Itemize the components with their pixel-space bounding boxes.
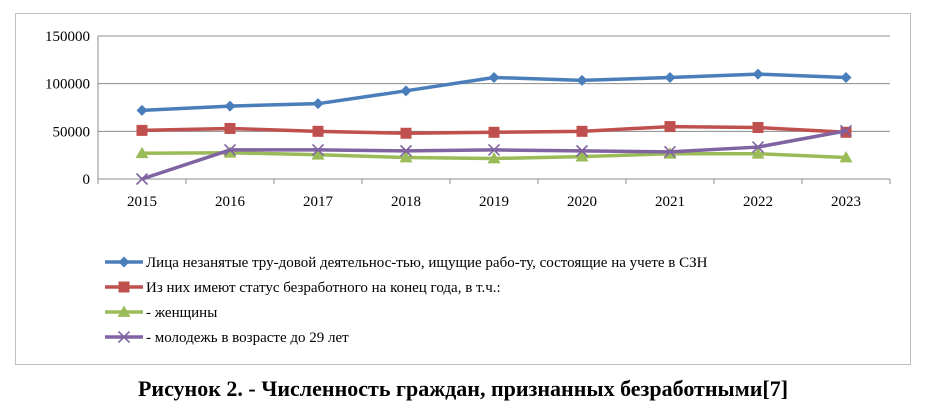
legend-entry-1: Лица незанятые тру-довой деятельнос-тью,… (105, 255, 708, 271)
data-point (752, 68, 764, 80)
data-point (399, 144, 413, 157)
y-tick-label: 150000 (45, 29, 90, 45)
x-tick-label: 2017 (303, 194, 334, 210)
x-stroke (663, 145, 677, 158)
data-point (839, 124, 853, 137)
data-point (575, 150, 589, 162)
y-tick-label: 0 (83, 172, 91, 188)
data-point (135, 146, 149, 159)
data-point (312, 125, 324, 137)
x-tick-label: 2015 (127, 194, 157, 210)
data-point (487, 143, 501, 156)
data-point (399, 151, 413, 163)
legend-swatch-marker (117, 305, 131, 317)
legend-label: Лица незанятые тру-довой деятельнос-тью,… (146, 255, 708, 271)
data-point (663, 145, 677, 158)
legend-entry-4: - молодежь в возрасте до 29 лет (105, 330, 349, 346)
series-2 (136, 121, 852, 139)
x-stroke (487, 143, 501, 156)
x-stroke (117, 330, 131, 344)
data-point (487, 152, 501, 164)
x-stroke (135, 172, 149, 186)
data-point (752, 122, 764, 134)
x-stroke (311, 143, 325, 156)
data-point (224, 100, 236, 112)
x-stroke (751, 140, 765, 154)
legend-swatch-marker (118, 281, 130, 293)
data-point (664, 121, 676, 133)
data-point (135, 172, 149, 186)
y-tick-label: 100000 (45, 77, 90, 93)
series-4 (135, 124, 853, 186)
series-1 (136, 68, 852, 116)
data-point (311, 143, 325, 156)
axes: 0 50000 100000 150000 2015 2016 2017 2018 2019 20… (45, 29, 891, 210)
legend-label: - женщины (146, 305, 217, 321)
x-tick-label: 2023 (831, 194, 861, 210)
line-chart: 0 50000 100000 150000 2015 2016 2017 2018 2019 20… (45, 29, 891, 346)
x-tick-label: 2020 (567, 194, 597, 210)
data-point (576, 74, 588, 86)
y-tick-label: 50000 (53, 124, 91, 140)
data-point (488, 126, 500, 138)
x-tick-label: 2021 (655, 194, 685, 210)
x-tick-label: 2022 (743, 194, 773, 210)
legend-label: Из них имеют статус безработного на коне… (146, 280, 501, 296)
data-point (400, 85, 412, 97)
data-point (664, 71, 676, 83)
data-point (751, 147, 765, 159)
x-tick-label: 2016 (215, 194, 246, 210)
series-group (135, 68, 853, 186)
data-point (839, 151, 853, 163)
data-point (575, 144, 589, 157)
data-point (136, 124, 148, 136)
data-point (840, 71, 852, 83)
data-point (224, 122, 236, 134)
legend-swatch-marker (118, 256, 130, 268)
data-point (136, 104, 148, 116)
data-point (223, 143, 237, 156)
x-tick-label: 2019 (479, 194, 509, 210)
data-point (751, 140, 765, 154)
x-tick-label: 2018 (391, 194, 421, 210)
x-stroke (223, 143, 237, 156)
x-stroke (839, 124, 853, 137)
legend: Лица незанятые тру-довой деятельнос-тью,… (105, 255, 708, 346)
legend-entry-2: Из них имеют статус безработного на коне… (105, 280, 501, 296)
legend-label: - молодежь в возрасте до 29 лет (146, 330, 349, 346)
data-point (223, 146, 237, 158)
data-point (311, 148, 325, 160)
legend-entry-3: - женщины (105, 305, 217, 321)
data-point (400, 127, 412, 139)
chart-frame (15, 13, 911, 365)
legend-swatch-marker (117, 330, 131, 344)
data-point (488, 71, 500, 83)
x-stroke (399, 144, 413, 157)
x-stroke (575, 144, 589, 157)
data-point (576, 125, 588, 137)
data-point (312, 98, 324, 110)
figure-caption: Рисунок 2. - Численность граждан, призна… (137, 376, 789, 401)
